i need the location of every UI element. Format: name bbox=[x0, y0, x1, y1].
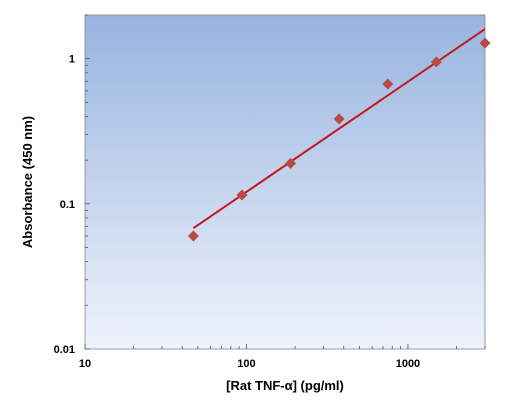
x-tick-label: 1000 bbox=[396, 358, 420, 370]
y-tick-label: 0.01 bbox=[54, 344, 75, 356]
data-point bbox=[187, 230, 199, 242]
data-point bbox=[333, 113, 345, 125]
y-tick-label: 1 bbox=[69, 54, 75, 66]
y-axis-label: Absorbance (450 nm) bbox=[20, 116, 35, 248]
data-point bbox=[430, 56, 442, 68]
y-axis: 0.01 0.1 1 bbox=[54, 14, 90, 356]
plot-area bbox=[84, 14, 486, 350]
data-points bbox=[187, 37, 491, 242]
data-point bbox=[382, 78, 394, 90]
x-axis-label: [Rat TNF-α] (pg/ml) bbox=[226, 378, 344, 393]
x-axis: 10 100 1000 bbox=[79, 344, 486, 370]
x-tick-label: 10 bbox=[79, 358, 91, 370]
data-point bbox=[285, 157, 297, 169]
y-tick-label: 0.1 bbox=[60, 199, 75, 211]
data-point bbox=[479, 37, 491, 49]
x-tick-label: 100 bbox=[237, 358, 255, 370]
data-point bbox=[236, 189, 248, 201]
